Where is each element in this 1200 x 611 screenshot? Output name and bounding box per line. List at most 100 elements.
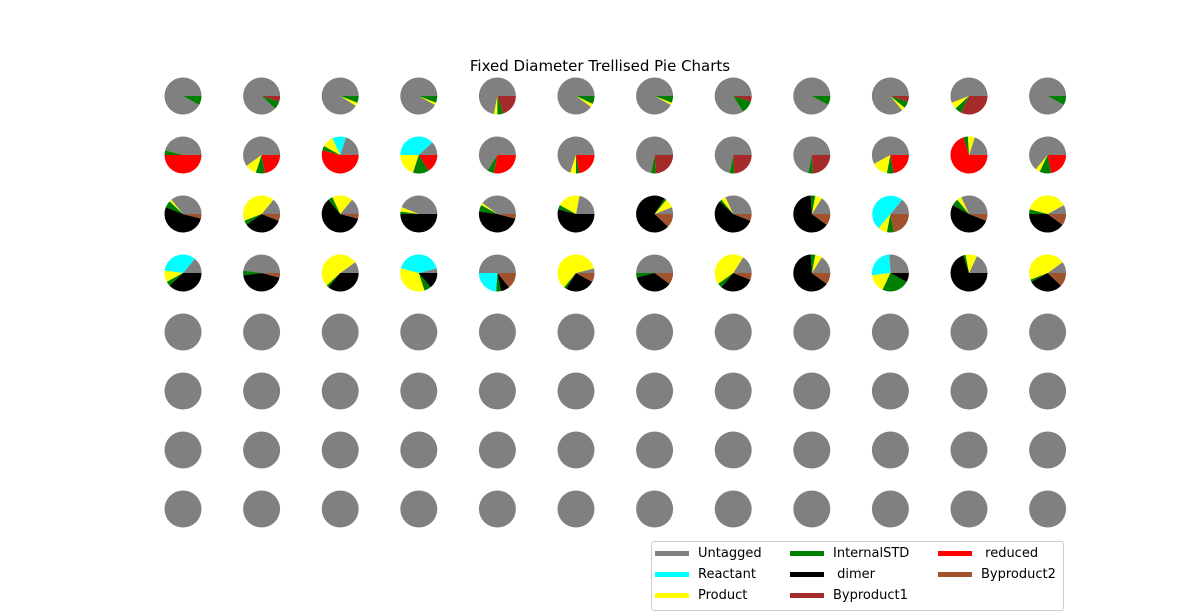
- slice-untagged: [418, 268, 438, 273]
- slice-byproduct2: [654, 214, 674, 227]
- slice-byproduct1: [961, 96, 988, 115]
- slice-untagged: [340, 137, 359, 155]
- slice-product: [481, 203, 498, 214]
- slice-product: [570, 155, 576, 174]
- pie-r1-c9: [793, 77, 831, 115]
- slice-byproduct2: [811, 273, 831, 284]
- slice-reactant: [478, 273, 498, 292]
- slice-untagged: [793, 431, 831, 469]
- slice-dimer: [1031, 273, 1062, 292]
- legend-swatch: [938, 550, 972, 556]
- slice-untagged: [636, 313, 674, 351]
- slice-untagged: [1029, 136, 1067, 170]
- slice-product: [721, 197, 734, 214]
- slice-reactant: [872, 195, 903, 229]
- slice-byproduct2: [733, 214, 752, 221]
- pie-r4-c1: [164, 254, 202, 292]
- slice-product: [654, 96, 672, 105]
- slice-untagged: [733, 257, 752, 273]
- slice-reduced: [576, 155, 595, 174]
- slice-reactant: [400, 136, 433, 155]
- slice-untagged: [714, 136, 752, 174]
- slice-internalstd: [886, 214, 894, 233]
- slice-product: [400, 268, 425, 292]
- slice-internalstd: [963, 136, 969, 155]
- pie-r1-c6: [557, 77, 595, 115]
- slice-product: [493, 96, 498, 115]
- pie-r3-c6: [557, 195, 595, 233]
- slice-untagged: [636, 490, 674, 528]
- slice-untagged: [793, 136, 831, 174]
- slice-untagged: [482, 195, 516, 214]
- slice-byproduct2: [340, 214, 359, 219]
- slice-untagged: [576, 268, 595, 273]
- slice-byproduct2: [811, 214, 831, 225]
- slice-byproduct1: [654, 155, 674, 174]
- slice-untagged: [1047, 205, 1067, 214]
- slice-untagged: [164, 77, 202, 115]
- slice-untagged: [714, 490, 752, 528]
- pie-r6-c6: [557, 372, 595, 410]
- slice-byproduct2: [497, 273, 516, 288]
- slice-product: [967, 136, 975, 155]
- slice-product: [559, 195, 580, 214]
- pie-r8-c11: [950, 490, 988, 528]
- pie-r4-c3: [321, 254, 359, 292]
- slice-byproduct1: [261, 96, 281, 102]
- slice-internalstd: [340, 96, 359, 103]
- pie-r7-c4: [400, 431, 438, 469]
- slice-untagged: [478, 77, 516, 115]
- slice-untagged: [871, 313, 909, 351]
- slice-internalstd: [479, 205, 498, 214]
- slice-untagged: [478, 254, 516, 273]
- slice-untagged: [243, 254, 281, 273]
- slice-internalstd: [654, 198, 667, 214]
- slice-byproduct2: [576, 273, 595, 282]
- slice-untagged: [654, 207, 674, 214]
- pie-r1-c11: [950, 77, 988, 115]
- slice-internalstd: [654, 96, 674, 103]
- slice-internalstd: [1047, 96, 1067, 105]
- legend-swatch: [938, 571, 972, 577]
- pie-r6-c1: [164, 372, 202, 410]
- pie-r2-c11: [950, 136, 988, 174]
- legend-item-product: Product: [655, 585, 747, 605]
- slice-internalstd: [244, 214, 262, 225]
- pie-r6-c2: [243, 372, 281, 410]
- slice-untagged: [171, 195, 202, 214]
- slice-untagged: [871, 372, 909, 410]
- slice-internalstd: [576, 155, 580, 174]
- slice-internalstd: [183, 96, 202, 105]
- slice-byproduct2: [183, 214, 202, 219]
- slice-untagged: [321, 77, 359, 115]
- slice-internalstd: [413, 155, 429, 174]
- pie-r6-c9: [793, 372, 831, 410]
- pie-r5-c3: [321, 313, 359, 351]
- slice-untagged: [636, 136, 674, 174]
- pie-r7-c10: [871, 431, 909, 469]
- slice-reduced: [321, 150, 359, 174]
- slice-untagged: [1029, 490, 1067, 528]
- pie-r5-c9: [793, 313, 831, 351]
- slice-internalstd: [810, 195, 816, 214]
- slice-internalstd: [418, 96, 438, 103]
- slice-product: [872, 273, 891, 290]
- chart-title: Fixed Diameter Trellised Pie Charts: [469, 57, 731, 75]
- pie-r5-c10: [871, 313, 909, 351]
- slice-reactant: [332, 136, 346, 155]
- slice-untagged: [793, 372, 831, 410]
- slice-reduced: [890, 155, 909, 174]
- slice-untagged: [164, 372, 202, 410]
- slice-product: [321, 254, 356, 286]
- pie-r4-c10: [871, 254, 909, 292]
- pie-r8-c2: [243, 490, 281, 528]
- pie-r6-c7: [636, 372, 674, 410]
- slice-internalstd: [719, 199, 734, 214]
- slice-internalstd: [963, 254, 969, 273]
- slice-untagged: [793, 490, 831, 528]
- pie-r4-c2: [243, 254, 281, 292]
- slice-untagged: [321, 372, 359, 410]
- slice-product: [951, 96, 969, 109]
- pie-r3-c7: [636, 195, 674, 233]
